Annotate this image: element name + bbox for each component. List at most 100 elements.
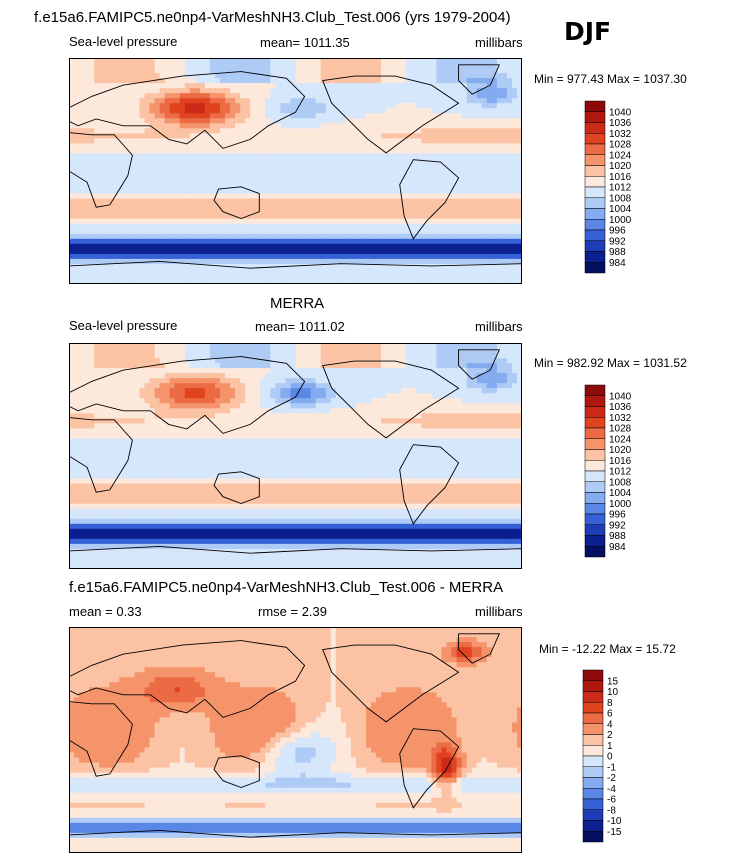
field-cell — [335, 273, 342, 280]
field-cell — [456, 213, 462, 220]
field-cell — [174, 103, 181, 109]
field-cell — [214, 88, 221, 94]
field-cell — [376, 353, 382, 359]
field-cell — [486, 248, 493, 255]
field-cell — [355, 183, 362, 189]
field-cell — [184, 388, 191, 394]
field-cell — [406, 103, 412, 109]
field-cell — [290, 238, 296, 245]
field-cell — [441, 278, 447, 284]
field-cell — [491, 83, 498, 89]
field-cell — [194, 383, 201, 389]
field-cell — [194, 83, 201, 89]
field-cell — [214, 103, 221, 109]
field-cell — [431, 78, 437, 84]
field-cell — [506, 183, 513, 189]
field-cell — [441, 363, 447, 369]
field-cell — [174, 93, 181, 99]
field-cell — [84, 203, 90, 210]
field-cell — [154, 113, 160, 119]
field-cell — [214, 243, 221, 250]
field-cell — [84, 178, 90, 184]
field-cell — [280, 198, 286, 205]
field-cell — [99, 108, 105, 114]
field-cell — [315, 258, 322, 265]
field-cell — [240, 208, 246, 215]
field-cell — [144, 203, 150, 210]
field-cell — [491, 183, 498, 189]
field-cell — [355, 193, 362, 200]
field-cell — [511, 358, 518, 364]
field-cell — [406, 198, 412, 205]
field-cell — [411, 238, 417, 245]
field-cell — [411, 368, 417, 374]
field-cell — [69, 178, 75, 184]
field-cell — [320, 58, 327, 64]
field-cell — [365, 68, 372, 74]
field-cell — [240, 163, 246, 169]
field-cell — [214, 233, 221, 240]
field-cell — [426, 263, 432, 270]
field-cell — [164, 88, 171, 94]
field-cell — [270, 213, 276, 220]
field-cell — [486, 343, 493, 349]
field-cell — [99, 153, 105, 159]
field-cell — [295, 388, 301, 394]
field-cell — [315, 178, 322, 184]
field-cell — [124, 88, 130, 94]
field-cell — [330, 123, 337, 129]
field-cell — [471, 113, 478, 119]
field-cell — [119, 348, 125, 354]
field-cell — [305, 63, 311, 69]
field-cell — [300, 353, 306, 359]
panel2-minmax: Min = 982.92 Max = 1031.52 — [534, 356, 687, 370]
field-cell — [99, 198, 105, 205]
field-cell — [270, 348, 276, 354]
field-cell — [280, 358, 286, 364]
field-cell — [411, 383, 417, 389]
field-cell — [245, 343, 251, 349]
field-cell — [255, 248, 261, 255]
field-cell — [159, 148, 166, 154]
field-cell — [119, 158, 125, 164]
field-cell — [376, 228, 382, 235]
field-cell — [310, 58, 317, 64]
field-cell — [416, 183, 422, 189]
field-cell — [305, 73, 311, 79]
field-cell — [476, 68, 483, 74]
field-cell — [386, 388, 392, 394]
field-cell — [174, 378, 181, 384]
field-cell — [124, 198, 130, 205]
field-cell — [476, 168, 483, 174]
field-cell — [94, 163, 100, 169]
field-cell — [199, 268, 206, 275]
field-cell — [466, 68, 473, 74]
field-cell — [300, 113, 306, 119]
field-cell — [275, 88, 281, 94]
field-cell — [406, 173, 412, 179]
field-cell — [441, 218, 447, 225]
field-cell — [491, 228, 498, 235]
field-cell — [220, 268, 226, 275]
field-cell — [396, 58, 402, 64]
field-cell — [446, 133, 452, 139]
field-cell — [381, 103, 387, 109]
field-cell — [315, 383, 322, 389]
field-cell — [174, 68, 181, 74]
field-cell — [300, 193, 306, 200]
field-cell — [149, 123, 155, 129]
field-cell — [516, 383, 522, 389]
field-cell — [391, 158, 397, 164]
field-cell — [466, 238, 473, 245]
field-cell — [189, 173, 196, 179]
field-cell — [411, 248, 417, 255]
field-cell — [94, 108, 100, 114]
field-cell — [124, 133, 130, 139]
field-cell — [406, 168, 412, 174]
field-cell — [220, 243, 226, 250]
field-cell — [199, 263, 206, 270]
field-cell — [189, 273, 196, 280]
field-cell — [235, 133, 241, 139]
field-cell — [461, 203, 468, 210]
field-cell — [471, 373, 478, 379]
